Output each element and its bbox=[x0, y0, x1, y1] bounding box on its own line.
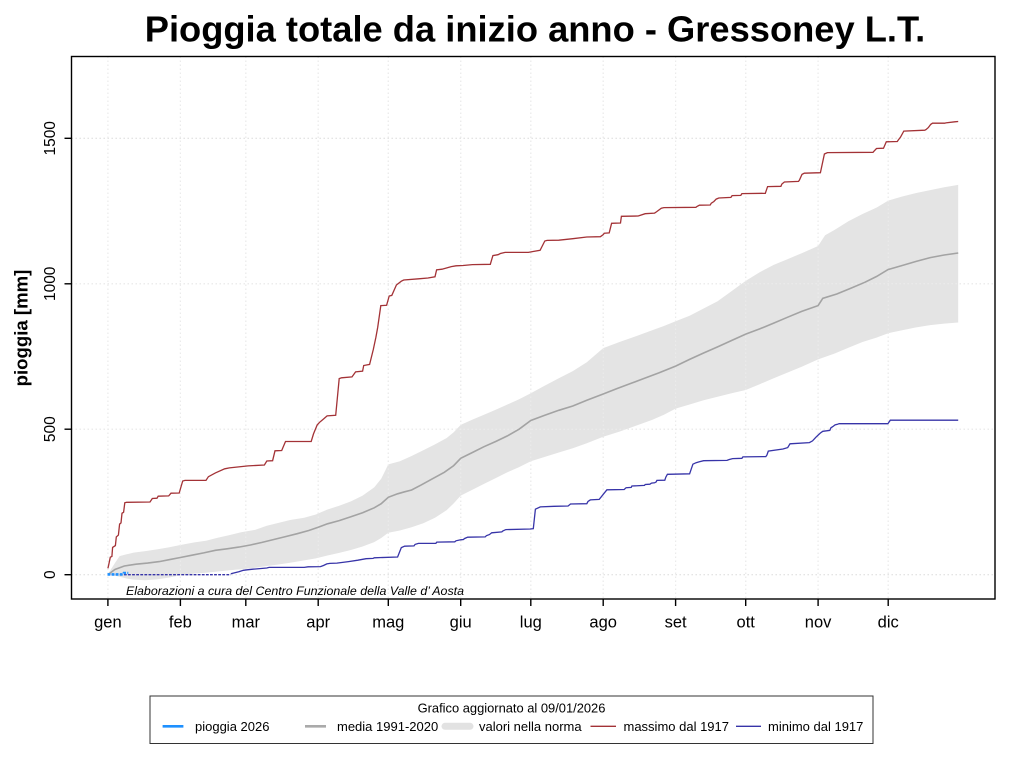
svg-text:nov: nov bbox=[805, 614, 832, 632]
svg-text:massimo dal 1917: massimo dal 1917 bbox=[624, 719, 730, 734]
svg-text:valori nella norma: valori nella norma bbox=[479, 719, 582, 734]
svg-text:Elaborazioni a cura del Centro: Elaborazioni a cura del Centro Funzional… bbox=[126, 584, 464, 598]
svg-text:1500: 1500 bbox=[42, 121, 59, 156]
svg-text:lug: lug bbox=[520, 614, 542, 632]
svg-text:mag: mag bbox=[372, 614, 404, 632]
svg-text:ago: ago bbox=[589, 614, 617, 632]
svg-text:minimo dal 1917: minimo dal 1917 bbox=[768, 719, 863, 734]
svg-text:0: 0 bbox=[42, 570, 59, 579]
svg-text:pioggia 2026: pioggia 2026 bbox=[195, 719, 269, 734]
svg-text:ott: ott bbox=[737, 614, 756, 632]
svg-text:feb: feb bbox=[169, 614, 192, 632]
svg-text:dic: dic bbox=[878, 614, 899, 632]
svg-text:gen: gen bbox=[94, 614, 122, 632]
svg-text:Grafico aggiornato al 09/01/20: Grafico aggiornato al 09/01/2026 bbox=[418, 701, 606, 716]
svg-text:1000: 1000 bbox=[42, 266, 59, 301]
svg-text:pioggia [mm]: pioggia [mm] bbox=[11, 270, 32, 387]
svg-text:set: set bbox=[665, 614, 687, 632]
svg-text:Pioggia totale da inizio anno: Pioggia totale da inizio anno - Gressone… bbox=[145, 9, 926, 50]
svg-text:apr: apr bbox=[306, 614, 330, 632]
svg-text:media 1991-2020: media 1991-2020 bbox=[337, 719, 438, 734]
svg-text:500: 500 bbox=[42, 416, 59, 442]
svg-text:mar: mar bbox=[232, 614, 261, 632]
svg-text:giu: giu bbox=[450, 614, 472, 632]
